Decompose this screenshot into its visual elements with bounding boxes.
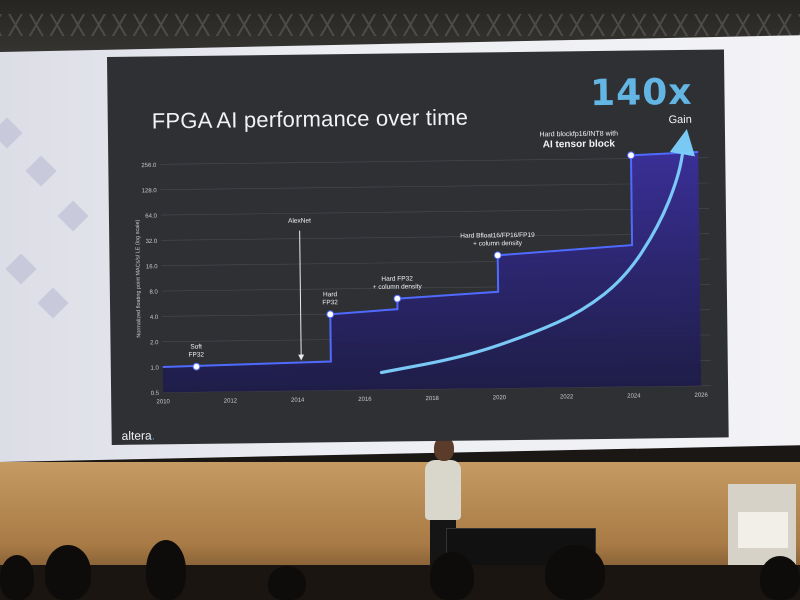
milestone-label: + column density [373, 283, 423, 291]
y-tick-label: 8.0 [150, 290, 159, 296]
milestone-label: FP32 [188, 351, 204, 358]
lighting-truss [0, 14, 800, 36]
milestone-marker [493, 251, 502, 260]
milestone-label: Hard [323, 291, 338, 298]
milestone-label: Soft [190, 344, 202, 351]
podium-logo [738, 512, 788, 548]
presenter-jacket [425, 460, 461, 520]
y-tick-label: 0.5 [151, 391, 160, 397]
audience-head [760, 556, 800, 600]
step-line [162, 150, 699, 369]
milestone-label: Hard Bfloat16/FP16/FP19 [460, 232, 535, 240]
x-tick-label: 2022 [560, 394, 574, 400]
performance-chart: 0.5 1.0 2.0 4.0 8.0 16.0 32.0 64.0 128.0 256.0 201… [135, 129, 712, 405]
x-tick-label: 2016 [358, 397, 372, 403]
y-axis-label: Normalized floating point MACs/s/ LE (lo… [135, 219, 142, 337]
y-tick-label: 32.0 [146, 239, 158, 245]
y-tick-label: 64.0 [145, 214, 157, 220]
milestone-marker [192, 362, 201, 371]
milestone-marker [627, 151, 635, 160]
audience-head [146, 540, 186, 600]
annotation-label: AlexNet [288, 218, 311, 225]
audience-head [430, 552, 474, 600]
y-tick-label: 256.0 [141, 163, 157, 169]
audience-head [0, 555, 34, 600]
gridline [161, 233, 710, 241]
annotation-arrow-head [298, 354, 305, 361]
brand-logo: altera. [121, 428, 156, 443]
milestone-label: AI tensor block [543, 139, 616, 151]
milestone-marker [326, 310, 335, 319]
growth-arrow [379, 129, 696, 375]
audience-head [545, 545, 605, 600]
milestone-label: Hard FP32 [381, 275, 413, 282]
gridline [160, 208, 709, 216]
stage-floor [0, 565, 800, 600]
step-area [162, 151, 702, 393]
x-tick-label: 2024 [627, 393, 641, 399]
milestone-label: + column density [473, 240, 523, 248]
x-tick-label: 2026 [694, 393, 708, 399]
x-tick-label: 2014 [291, 398, 305, 404]
y-tick-label: 2.0 [150, 340, 159, 346]
x-tick-label: 2012 [224, 398, 238, 404]
presentation-slide: FPGA AI performance over time 140x Gain … [107, 49, 729, 445]
milestone-marker [393, 294, 402, 303]
annotation-arrow-line [299, 230, 302, 358]
y-tick-label: 4.0 [150, 315, 159, 321]
presenter-head [434, 437, 454, 461]
x-tick-label: 2010 [157, 399, 171, 405]
gridline [160, 182, 709, 190]
audience-head [45, 545, 91, 600]
milestone-label: Hard blockfp16/INT8 with [539, 130, 618, 138]
y-tick-label: 1.0 [150, 366, 159, 372]
gridline [160, 157, 709, 165]
x-tick-label: 2020 [493, 395, 507, 401]
audience-head [268, 566, 306, 600]
y-tick-label: 16.0 [146, 264, 158, 270]
y-tick-label: 128.0 [142, 188, 158, 194]
milestone-label: FP32 [322, 299, 338, 306]
x-tick-label: 2018 [425, 396, 439, 402]
